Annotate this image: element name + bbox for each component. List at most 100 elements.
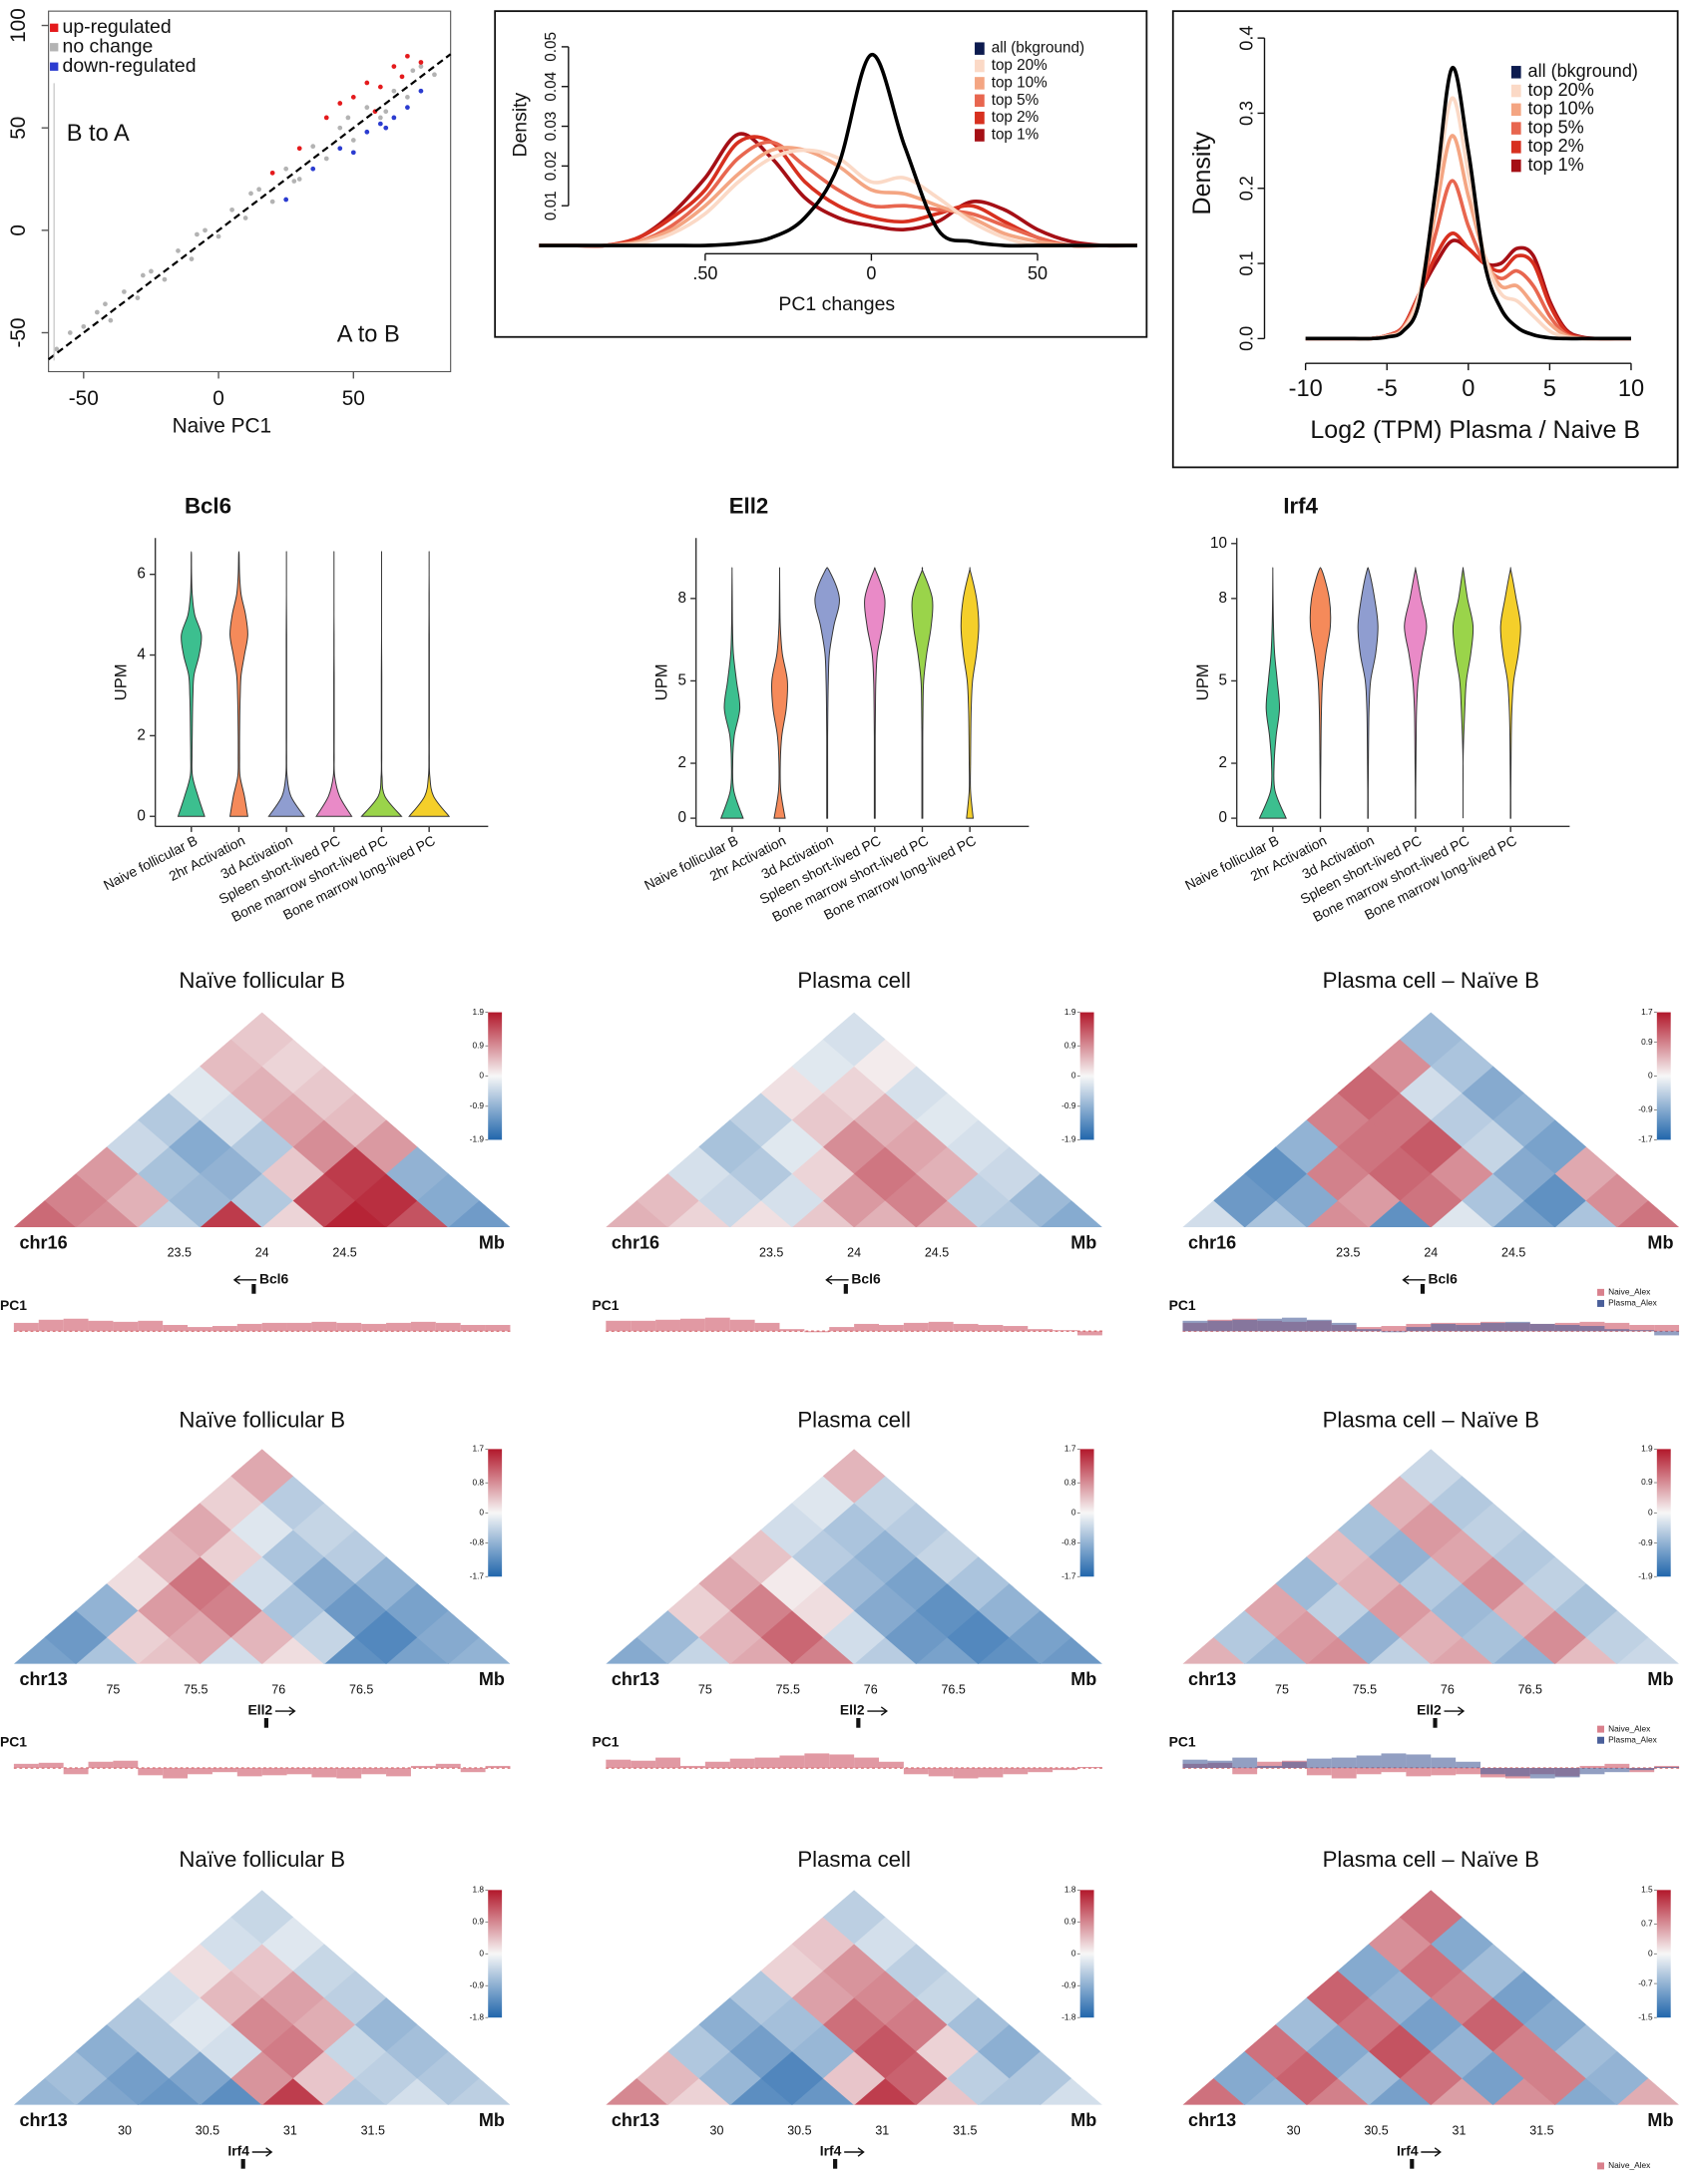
point xyxy=(269,170,275,176)
colorbar-label: -1.9 xyxy=(470,1134,485,1144)
x-axis-label: Naive PC1 xyxy=(173,415,272,438)
track-bar xyxy=(63,1318,89,1332)
violin xyxy=(360,551,403,817)
colorbar-label: -0.9 xyxy=(1061,1100,1076,1110)
legend-label: Naive_Alex xyxy=(1608,1723,1651,1733)
gene-label: Bcl6 xyxy=(259,1270,289,1286)
colorbar-label: -0.7 xyxy=(1638,1977,1653,1987)
point xyxy=(418,88,424,94)
point xyxy=(405,105,410,111)
track-bar xyxy=(1654,1766,1680,1769)
violin xyxy=(1258,567,1287,819)
point xyxy=(405,53,410,59)
chrom-label: chr16 xyxy=(1188,1232,1236,1252)
track-bar xyxy=(1529,1323,1555,1332)
y-tick-label: 5 xyxy=(677,671,686,688)
colorbar xyxy=(488,1012,503,1140)
x-tick-label: 5 xyxy=(1543,376,1556,402)
colorbar xyxy=(1079,1449,1094,1577)
point xyxy=(399,74,405,80)
y-tick-label: 0.1 xyxy=(1237,251,1257,276)
track-bar xyxy=(1207,1320,1233,1332)
colorbar-label: 0.9 xyxy=(1064,1917,1076,1927)
legend-label: top 2% xyxy=(1528,136,1584,156)
track-bar xyxy=(163,1768,189,1779)
colorbar-label: 1.8 xyxy=(472,1885,484,1895)
colorbar xyxy=(488,1449,503,1577)
y-tick-label: 2 xyxy=(1218,754,1227,771)
colorbar xyxy=(1656,1449,1671,1577)
track-bar xyxy=(779,1329,805,1332)
point xyxy=(140,272,146,278)
colorbar-label: -0.8 xyxy=(470,1537,485,1547)
x-tick-label: 50 xyxy=(342,387,365,410)
panel-frame xyxy=(1171,10,1679,469)
colorbar-label: -0.9 xyxy=(1638,1104,1653,1114)
chrom-label: chr13 xyxy=(612,1669,659,1689)
legend-label: top 1% xyxy=(992,127,1040,144)
unit-label: Mb xyxy=(1070,1669,1096,1689)
track-bar xyxy=(1406,1327,1432,1332)
point xyxy=(195,231,200,237)
track-bar xyxy=(1282,1317,1307,1332)
colorbar-label: 0.8 xyxy=(472,1477,484,1487)
violin xyxy=(228,551,248,817)
track-bar xyxy=(1579,1768,1605,1775)
gene-label: Irf4 xyxy=(227,2143,249,2159)
track-bar xyxy=(1356,1755,1382,1769)
track-bar xyxy=(1480,1768,1505,1775)
track-bar xyxy=(38,1762,64,1769)
point xyxy=(323,115,329,121)
track-bar xyxy=(460,1324,486,1332)
gene-arrow xyxy=(232,1275,257,1285)
point xyxy=(269,199,275,205)
cell xyxy=(822,1012,886,1067)
track-bar xyxy=(1554,1324,1580,1332)
legend-swatch xyxy=(975,77,985,90)
point xyxy=(391,64,397,69)
track-bar xyxy=(336,1322,362,1332)
track-bar xyxy=(1232,1319,1258,1332)
track-bar xyxy=(113,1760,139,1769)
x-tick-label: .50 xyxy=(692,263,717,283)
gene-arrow xyxy=(1444,1706,1466,1716)
track-bar xyxy=(779,1755,805,1769)
track-bar xyxy=(410,1765,436,1769)
y-tick-label: 0.01 xyxy=(543,191,560,220)
violin xyxy=(1452,567,1475,819)
track-bar xyxy=(679,1318,705,1332)
heatmap-cells xyxy=(606,1890,1102,2105)
gene-arrow xyxy=(251,2147,273,2157)
point xyxy=(377,121,383,127)
colorbar-label: 1.9 xyxy=(1641,1444,1653,1454)
track-bar xyxy=(138,1768,164,1776)
point xyxy=(377,84,383,90)
legend-label: Naive_Alex xyxy=(1608,1287,1651,1297)
track-bar xyxy=(1257,1318,1283,1332)
diagonal xyxy=(47,53,452,361)
point xyxy=(405,95,410,100)
violin xyxy=(315,551,353,817)
legend-swatch xyxy=(975,129,985,142)
point xyxy=(81,323,87,329)
track-bar xyxy=(1331,1757,1357,1769)
track-bar xyxy=(829,1327,855,1332)
point xyxy=(337,146,343,152)
y-axis-label: UPM xyxy=(1193,663,1212,700)
track-bar xyxy=(1456,1768,1481,1775)
colorbar-label: -0.8 xyxy=(1061,1537,1076,1547)
heatmap-title: Plasma cell – Naïve B xyxy=(1323,968,1539,993)
y-tick-label: 2 xyxy=(677,754,686,771)
track-bar xyxy=(1604,1763,1630,1769)
gene-label: Bcl6 xyxy=(1429,1270,1459,1286)
track-bar xyxy=(1406,1754,1432,1769)
track-bar xyxy=(1028,1768,1054,1773)
track-bar xyxy=(1356,1768,1382,1775)
heatmap-cells xyxy=(13,1890,511,2105)
colorbar xyxy=(1079,1012,1094,1140)
y-tick-label: 10 xyxy=(1210,535,1227,552)
track-bar xyxy=(606,1759,632,1769)
colorbar-label: -1.7 xyxy=(1638,1134,1653,1144)
